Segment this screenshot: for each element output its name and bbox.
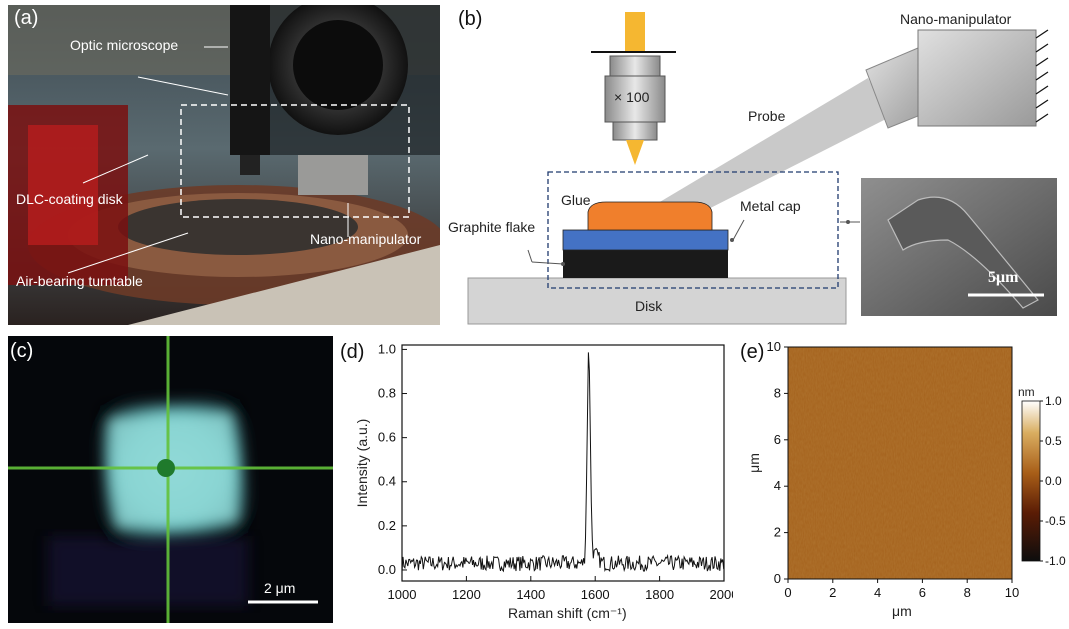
panel-c-label: (c) bbox=[10, 340, 34, 362]
setup-photo-annotations bbox=[67, 46, 410, 274]
raman-xlabel: Raman shift (cm⁻¹) bbox=[508, 605, 627, 621]
disk-label: Disk bbox=[635, 298, 663, 314]
afm-xtick-label: 6 bbox=[919, 585, 926, 600]
raman-ytick-label: 0.0 bbox=[378, 562, 396, 577]
afm-ytick-label: 6 bbox=[774, 432, 781, 447]
optical-scale-label: 2 μm bbox=[264, 580, 296, 596]
panel-e-label: (e) bbox=[740, 341, 765, 363]
graphite-flake-label: Graphite flake bbox=[448, 219, 536, 235]
nano-manipulator-callout: Nano-manipulator bbox=[310, 231, 422, 247]
optical-image: (c) 2 μm bbox=[8, 336, 333, 623]
objective-label: × 100 bbox=[614, 89, 650, 105]
afm-ylabel: μm bbox=[745, 453, 762, 473]
metal-cap-label: Metal cap bbox=[740, 198, 801, 214]
colorbar-tick-label: 1.0 bbox=[1045, 394, 1062, 408]
afm-xtick-label: 8 bbox=[964, 585, 971, 600]
raman-ytick-label: 0.8 bbox=[378, 386, 396, 401]
afm-xtick-label: 4 bbox=[874, 585, 881, 600]
raman-series-line bbox=[401, 352, 725, 573]
afm-xlabel: μm bbox=[892, 603, 912, 619]
afm-ytick-label: 8 bbox=[774, 385, 781, 400]
schematic-panel: (b) bbox=[448, 0, 1066, 330]
afm-ytick-label: 4 bbox=[774, 478, 781, 493]
colorbar-tick-label: 0.0 bbox=[1045, 474, 1062, 488]
raman-ytick-label: 0.6 bbox=[378, 430, 396, 445]
raman-ytick-label: 1.0 bbox=[378, 341, 396, 356]
optic-microscope-callout: Optic microscope bbox=[70, 37, 179, 53]
panel-b-label: (b) bbox=[458, 8, 483, 30]
raman-ylabel: Intensity (a.u.) bbox=[354, 418, 370, 508]
raman-xtick-label: 1600 bbox=[581, 587, 610, 602]
afm-ytick-label: 10 bbox=[767, 339, 781, 354]
schematic-drawing bbox=[467, 12, 1057, 325]
colorbar-tick-label: -1.0 bbox=[1045, 554, 1066, 568]
raman-xtick-label: 1400 bbox=[516, 587, 545, 602]
colorbar-unit: nm bbox=[1018, 385, 1035, 399]
panel-a-label: (a) bbox=[14, 7, 39, 29]
probe-label: Probe bbox=[748, 108, 786, 124]
setup-photo-drawing bbox=[8, 5, 440, 325]
optical-image-drawing bbox=[8, 336, 333, 623]
raman-xtick-label: 1000 bbox=[388, 587, 417, 602]
raman-ytick-label: 0.4 bbox=[378, 474, 396, 489]
raman-ytick-label: 0.2 bbox=[378, 518, 396, 533]
glue-label: Glue bbox=[561, 192, 591, 208]
sem-scale-label: 5μm bbox=[988, 269, 1019, 286]
afm-xtick-label: 10 bbox=[1005, 585, 1019, 600]
raman-xtick-label: 1200 bbox=[452, 587, 481, 602]
raman-xtick-label: 1800 bbox=[645, 587, 674, 602]
afm-xtick-label: 2 bbox=[829, 585, 836, 600]
nano-manipulator-label: Nano-manipulator bbox=[900, 11, 1012, 27]
afm-ytick-label: 2 bbox=[774, 525, 781, 540]
colorbar-tick-label: 0.5 bbox=[1045, 434, 1062, 448]
afm-panel: (e) 0 2 4 6 8 10 0 2 4 6 8 10 1.0 0.5 0.0 -0.5 -1.0 μm μ… bbox=[740, 333, 1069, 629]
afm-ytick-label: 0 bbox=[774, 571, 781, 586]
setup-photo: (a) Optic microscope DLC-coating disk Na… bbox=[8, 5, 440, 325]
colorbar-tick-label: -0.5 bbox=[1045, 514, 1066, 528]
afm-xtick-label: 0 bbox=[784, 585, 791, 600]
turntable-callout: Air-bearing turntable bbox=[16, 273, 143, 289]
panel-d-label: (d) bbox=[340, 341, 365, 363]
afm-colorbar bbox=[1021, 400, 1041, 562]
raman-plot-frame bbox=[401, 344, 725, 582]
dlc-disk-callout: DLC-coating disk bbox=[16, 191, 123, 207]
afm-chart: 0 2 4 6 8 10 0 2 4 6 8 10 1.0 0.5 0.0 -0.5 -1.0 bbox=[767, 339, 1066, 600]
